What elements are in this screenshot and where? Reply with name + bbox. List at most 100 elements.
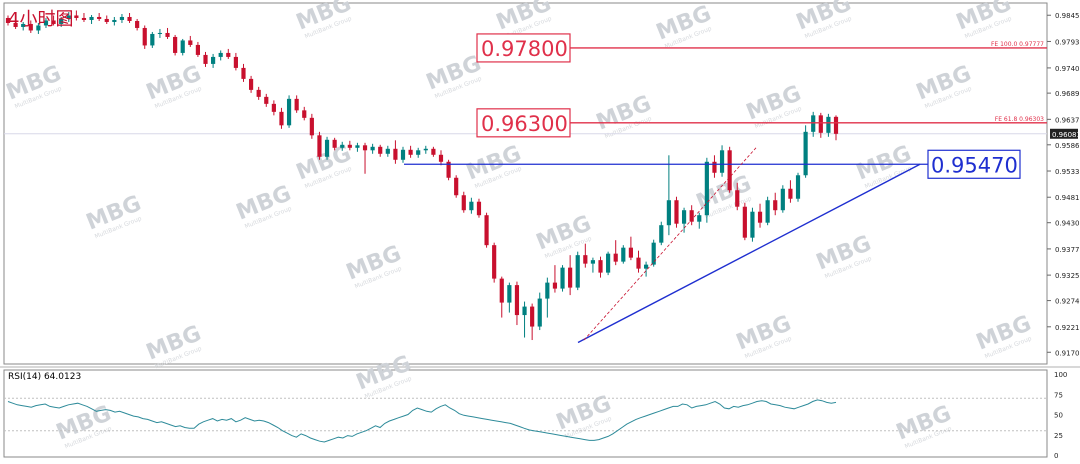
candle — [681, 207, 687, 233]
candle — [454, 175, 459, 198]
candle-body — [127, 16, 132, 21]
candle-body — [484, 215, 489, 246]
candle — [340, 141, 345, 151]
candle — [241, 63, 246, 82]
candle — [150, 31, 155, 48]
candle-body — [150, 33, 155, 46]
candle — [211, 53, 216, 68]
candle — [765, 196, 770, 226]
candle — [727, 146, 732, 193]
candle — [416, 147, 421, 158]
candle — [81, 12, 87, 22]
candle-body — [826, 116, 831, 133]
candle — [97, 12, 102, 21]
candle — [811, 111, 816, 137]
candle-body — [530, 306, 535, 327]
candle — [271, 100, 276, 116]
candle — [773, 192, 778, 216]
candle — [666, 155, 671, 236]
rsi-tick-label: 100 — [1054, 371, 1067, 379]
rsi-line — [7, 399, 837, 443]
candle — [43, 17, 49, 28]
candle-body — [89, 16, 94, 20]
candle — [256, 86, 261, 100]
candle-body — [286, 98, 292, 126]
candle — [112, 16, 117, 26]
candle-body — [780, 188, 785, 211]
candle — [5, 15, 11, 26]
candle-body — [233, 56, 238, 68]
candle-body — [628, 247, 633, 258]
candle-body — [218, 52, 223, 57]
candle-body — [704, 161, 709, 216]
candle — [157, 28, 163, 38]
candle — [628, 236, 633, 261]
candle-body — [545, 282, 550, 299]
candle-body — [5, 17, 11, 23]
candle-body — [248, 78, 254, 90]
candle-body — [575, 255, 580, 288]
candle — [378, 144, 383, 157]
candle — [697, 212, 702, 229]
candle — [226, 48, 231, 59]
candle-body — [492, 245, 497, 279]
candle-body — [697, 215, 702, 222]
candle-body — [590, 260, 596, 264]
candle-body — [795, 175, 801, 199]
candle — [606, 251, 611, 276]
candle — [590, 257, 596, 273]
candle-body — [264, 96, 269, 104]
candle — [408, 145, 413, 158]
candle — [560, 265, 565, 292]
price-tick-label: 0.91705 — [1055, 349, 1080, 357]
candle — [173, 34, 178, 56]
candle — [674, 196, 679, 228]
price-tick-label: 0.96895 — [1055, 90, 1080, 98]
candle — [469, 197, 474, 214]
candle — [385, 145, 390, 157]
current-price-box — [1050, 128, 1078, 139]
candle-body — [568, 267, 573, 288]
candle — [248, 75, 254, 93]
candle-body — [636, 257, 641, 269]
candle-body — [560, 267, 565, 289]
candle — [712, 155, 717, 178]
candle-body — [173, 36, 178, 53]
candle-body — [385, 148, 390, 154]
candle-body — [476, 201, 482, 216]
candle-body — [317, 135, 322, 157]
candle — [347, 140, 352, 151]
candle — [689, 205, 694, 226]
candle-body — [514, 285, 520, 316]
candle — [195, 41, 200, 57]
candle-body — [279, 111, 284, 126]
candle-body — [811, 115, 816, 132]
candle — [795, 172, 801, 202]
candle-body — [355, 145, 360, 148]
candle-body — [552, 282, 558, 289]
candle — [89, 14, 94, 24]
candle — [119, 13, 125, 23]
candle-body — [765, 200, 770, 223]
candle — [735, 182, 740, 211]
candle-body — [681, 210, 687, 224]
candle — [818, 112, 823, 138]
candle — [324, 136, 330, 160]
candle — [28, 20, 33, 33]
candle-body — [302, 110, 307, 118]
candle — [66, 11, 71, 22]
candle — [530, 303, 535, 341]
candle — [742, 202, 747, 241]
candle-body — [119, 16, 125, 20]
